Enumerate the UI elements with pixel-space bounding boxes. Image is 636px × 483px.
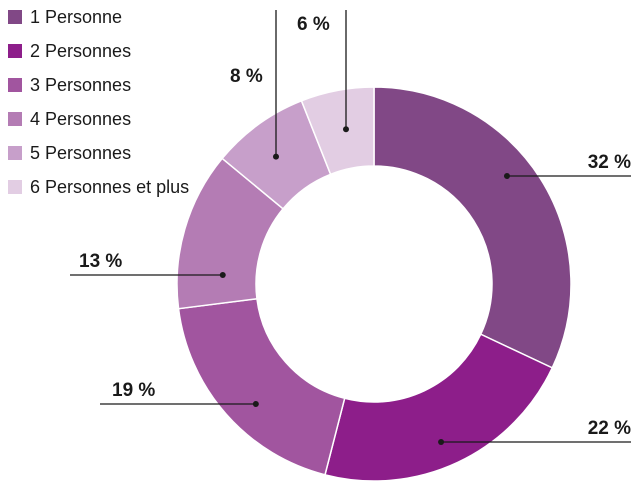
legend-swatch-4 [8, 112, 22, 126]
slice-6 [300, 86, 375, 176]
legend-label-5: 5 Personnes [30, 143, 132, 163]
legend-swatch-6 [8, 180, 22, 194]
legend-item-4: 4 Personnes [8, 108, 189, 142]
legend-item-3: 3 Personnes [8, 74, 189, 108]
legend-swatch-3 [8, 78, 22, 92]
pct-label-5: 8 % [230, 66, 263, 87]
slice-1 [373, 86, 572, 369]
legend-label-6: 6 Personnes et plus [30, 177, 190, 197]
leader-dot-6 [343, 126, 349, 133]
legend-label-4: 4 Personnes [30, 109, 132, 129]
pct-label-6: 6 % [297, 14, 330, 35]
pct-label-1: 32 % [588, 152, 631, 173]
donut-slices [176, 86, 572, 482]
legend-label-3: 3 Personnes [30, 75, 132, 95]
pct-label-4: 13 % [79, 251, 122, 272]
legend-swatch-5 [8, 146, 22, 160]
legend: 1 Personne 2 Personnes 3 Personnes 4 Per… [8, 6, 189, 210]
slice-3 [177, 297, 346, 476]
leader-dot-5 [273, 153, 279, 160]
legend-swatch-1 [8, 10, 22, 24]
slice-2 [324, 333, 554, 482]
legend-label-2: 2 Personnes [30, 41, 132, 61]
legend-label-1: 1 Personne [30, 7, 123, 27]
legend-item-2: 2 Personnes [8, 40, 189, 74]
pct-label-3: 19 % [112, 380, 155, 401]
pct-label-2: 22 % [588, 418, 631, 439]
legend-item-1: 1 Personne [8, 6, 189, 40]
percentage-labels: 32 % 22 % 19 % 13 % 8 % 6 % [79, 14, 631, 439]
leader-lines [70, 10, 631, 445]
legend-item-5: 5 Personnes [8, 142, 189, 176]
legend-swatch-2 [8, 44, 22, 58]
legend-item-6: 6 Personnes et plus [8, 176, 189, 210]
leader-dot-1 [503, 173, 510, 179]
leader-dot-2 [438, 439, 445, 445]
leader-dot-4 [219, 272, 226, 278]
leader-dot-3 [252, 401, 259, 407]
